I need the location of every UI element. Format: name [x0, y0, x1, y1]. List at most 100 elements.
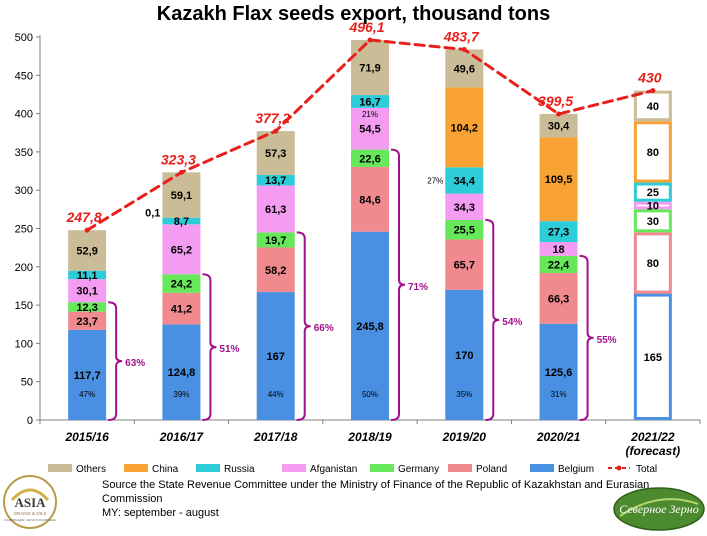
period-text: MY: september - august [102, 507, 219, 519]
legend-label: Belgium [558, 464, 594, 475]
x-tick-label: 2021/22 [630, 430, 675, 444]
data-label: 40 [647, 101, 659, 113]
data-label: 59,1 [171, 190, 192, 202]
data-label: 34,4 [454, 175, 476, 187]
share-label: 21% [362, 110, 378, 119]
bar-segment [539, 273, 578, 324]
y-tick-label: 100 [15, 338, 33, 350]
data-label: 61,3 [265, 204, 286, 216]
bar-segment [351, 95, 389, 108]
data-label: 30,4 [548, 121, 570, 133]
data-label: 8,7 [174, 216, 189, 228]
legend-label: Poland [476, 464, 507, 475]
data-label: 170 [455, 350, 473, 362]
bar-segment [445, 87, 484, 168]
bar-segment [256, 292, 295, 420]
data-label: 12,3 [76, 302, 97, 314]
eu-share-label: 55% [597, 335, 617, 346]
y-tick-label: 250 [15, 224, 33, 236]
data-label: 23,7 [76, 316, 97, 328]
bar-segment [539, 113, 578, 138]
y-tick-label: 0 [27, 415, 33, 427]
logo-left-main: ASIA [14, 495, 46, 510]
bar-segment [256, 185, 295, 233]
bar-segment [256, 131, 295, 175]
data-label: 65,7 [454, 260, 475, 272]
total-label: 377,2 [255, 110, 290, 126]
bar-segment [633, 121, 672, 183]
belgium-share-label: 35% [456, 390, 472, 399]
bar-segment [162, 292, 201, 325]
data-label: 24,2 [171, 279, 192, 291]
data-label: 25,5 [454, 225, 475, 237]
bar-segment [445, 289, 484, 420]
y-tick-label: 500 [15, 32, 33, 44]
stacked-bar-chart: 0 50 100 150 200 250 300 350 400 450 500 2015/16 201… [15, 19, 701, 475]
legend-swatch-marker [616, 465, 622, 471]
total-label: 323,3 [161, 151, 196, 167]
eu-share-bracket [108, 301, 123, 421]
eu-share-label: 71% [408, 282, 428, 293]
eu-share-label: 51% [219, 344, 239, 355]
data-label: 58,2 [265, 265, 286, 277]
data-label: 104,2 [451, 122, 479, 134]
bar-segment [162, 224, 201, 275]
legend-swatch [370, 464, 394, 472]
data-label: 71,9 [359, 63, 380, 75]
total-label: 399,5 [538, 93, 573, 109]
data-label: 18 [552, 244, 564, 256]
chart-source: Source the State Revenue Committee under… [102, 478, 707, 520]
data-label: 30,1 [76, 286, 97, 298]
x-tick-label: 2015/16 [64, 430, 109, 444]
belgium-share-label: 31% [551, 390, 567, 399]
data-label: 10 [647, 201, 659, 213]
data-label: 52,9 [76, 245, 97, 257]
bar-segment [351, 231, 389, 420]
legend-label: Germany [398, 464, 439, 475]
bar-segment [68, 329, 107, 420]
bar-segment [633, 182, 672, 202]
data-label: 80 [647, 258, 659, 270]
y-tick-label: 450 [15, 70, 33, 82]
total-point [556, 111, 562, 117]
x-tick-label: 2018/19 [347, 430, 392, 444]
x-tick-label: 2016/17 [159, 430, 205, 444]
bar-segment [351, 39, 389, 96]
bar-segment [445, 49, 484, 88]
legend-label: Russia [224, 464, 255, 475]
belgium-share-label: 47% [79, 390, 95, 399]
total-point [367, 37, 373, 43]
data-label: 167 [267, 351, 285, 363]
data-label: 30 [647, 216, 659, 228]
eu-share-bracket [202, 273, 217, 421]
data-label: 109,5 [545, 174, 573, 186]
bar-segment [68, 270, 107, 280]
x-tick-label: 2017/18 [253, 430, 298, 444]
data-label: 49,6 [454, 63, 475, 75]
total-point [650, 88, 656, 94]
data-label: 25 [647, 187, 659, 199]
data-label: 125,6 [545, 367, 573, 379]
legend-label: Afganistan [310, 464, 357, 475]
y-tick-label: 200 [15, 262, 33, 274]
severnoe-zerno-logo: Северное Зерно [613, 487, 705, 531]
legend-swatch [196, 464, 220, 472]
legend-swatch [282, 464, 306, 472]
data-label: 57,3 [265, 148, 286, 160]
data-label: 66,3 [548, 293, 569, 305]
asia-grains-oils-logo: ASIA GRAINS & OILS КОНФЕРЕНЦИЯ · ЗЕРНО И… [3, 475, 57, 529]
bar-segment [539, 323, 578, 420]
bar-segment [351, 107, 389, 150]
belgium-share-label: 44% [268, 390, 284, 399]
y-tick-label: 400 [15, 109, 33, 121]
legend-swatch [48, 464, 72, 472]
data-label: 117,7 [74, 370, 101, 382]
y-tick-label: 50 [21, 377, 33, 389]
legend-swatch [448, 464, 472, 472]
y-tick-label: 350 [15, 147, 33, 159]
eu-share-label: 63% [125, 358, 145, 369]
logo-right-text: Северное Зерно [619, 502, 698, 516]
total-point [84, 227, 90, 233]
eu-share-bracket [485, 218, 500, 421]
bar-segment [445, 193, 484, 220]
